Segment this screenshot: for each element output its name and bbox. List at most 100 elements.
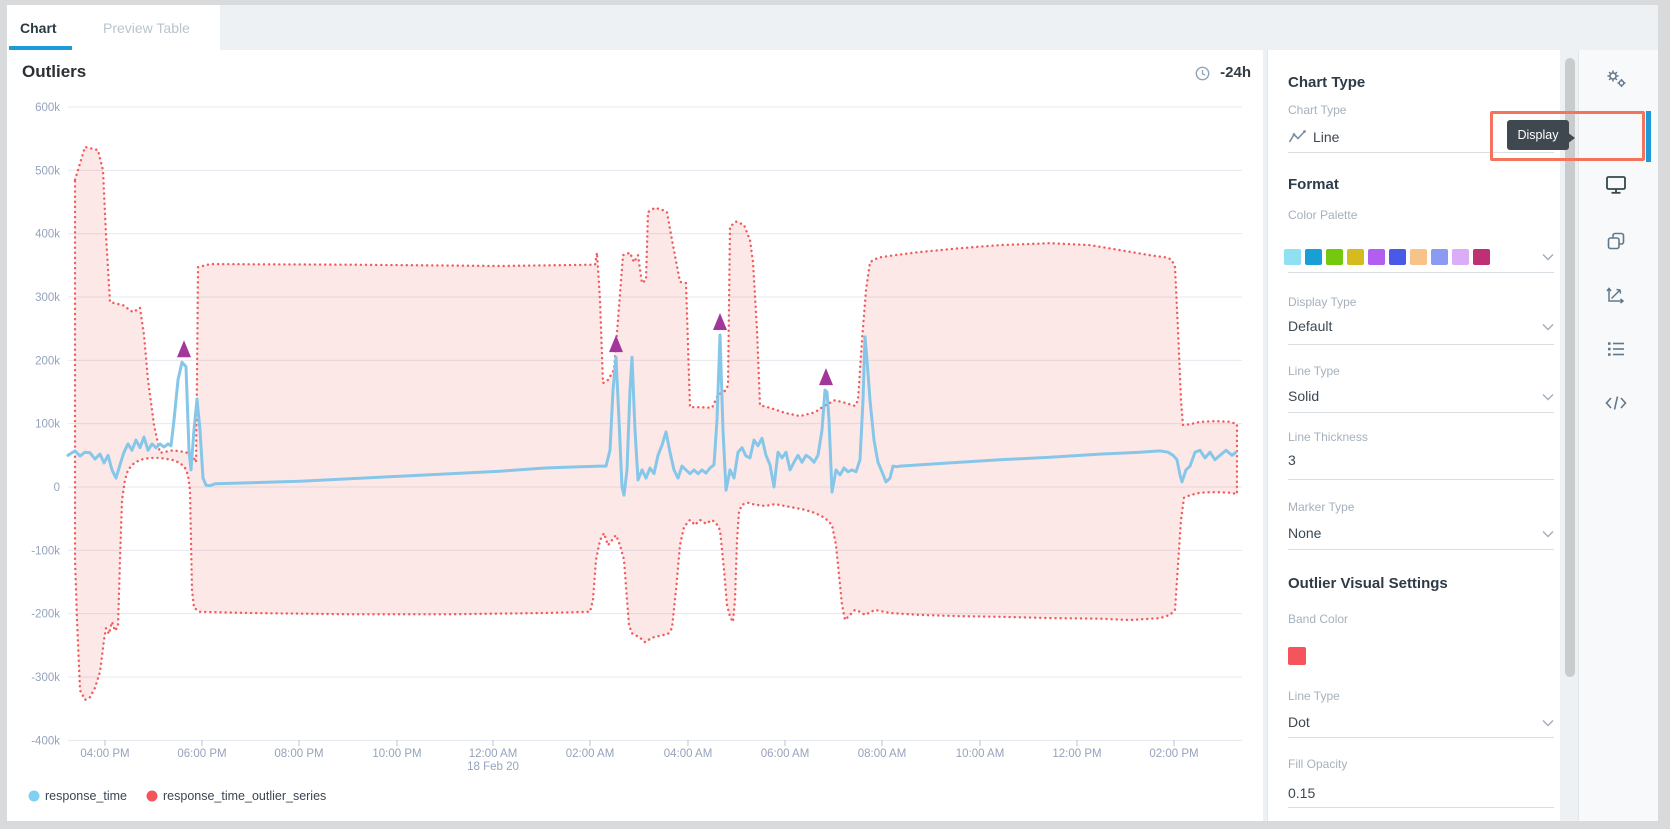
sidebar-icon-strip — [1578, 50, 1658, 821]
chevron-down-icon[interactable] — [1542, 393, 1554, 401]
duplicate-button[interactable] — [1602, 229, 1630, 257]
svg-text:08:00 PM: 08:00 PM — [274, 748, 323, 760]
palette-swatch-9[interactable] — [1452, 249, 1469, 265]
svg-text:10:00 AM: 10:00 AM — [956, 748, 1005, 760]
field-underline — [1288, 549, 1554, 550]
field-underline — [1288, 737, 1554, 738]
svg-text:-300k: -300k — [31, 672, 60, 684]
code-icon — [1604, 392, 1628, 419]
svg-text:04:00 AM: 04:00 AM — [664, 748, 713, 760]
palette-swatch-2[interactable] — [1305, 249, 1322, 265]
section-format: Format — [1288, 176, 1339, 193]
clock-icon — [1195, 66, 1210, 86]
line-type-value[interactable]: Solid — [1288, 388, 1320, 404]
svg-text:-400k: -400k — [31, 735, 60, 747]
list-icon — [1605, 338, 1627, 365]
chevron-down-icon[interactable] — [1542, 530, 1554, 538]
field-underline — [1288, 807, 1554, 808]
svg-text:04:00 PM: 04:00 PM — [80, 748, 129, 760]
palette-swatch-10[interactable] — [1473, 249, 1490, 265]
settings-panel: Chart Type Chart Type Line Format Color … — [1267, 50, 1560, 821]
app-window: Chart Preview Table 600k 500k 400k 300k 200k… — [7, 5, 1658, 821]
field-underline — [1288, 344, 1554, 345]
svg-text:02:00 AM: 02:00 AM — [566, 748, 615, 760]
svg-text:0: 0 — [54, 482, 60, 494]
svg-text:300k: 300k — [35, 292, 60, 304]
svg-text:100k: 100k — [35, 419, 60, 431]
legend-settings-button[interactable] — [1602, 337, 1630, 365]
data-configuration-button[interactable] — [1602, 67, 1630, 95]
svg-text:-200k: -200k — [31, 609, 60, 621]
chevron-down-icon[interactable] — [1542, 719, 1554, 727]
band-color-swatch[interactable] — [1288, 647, 1306, 665]
line-thickness-label: Line Thickness — [1288, 430, 1368, 444]
chevron-down-icon[interactable] — [1542, 323, 1554, 331]
palette-swatch-4[interactable] — [1347, 249, 1364, 265]
palette-swatch-1[interactable] — [1284, 249, 1301, 265]
axes-icon — [1605, 283, 1627, 310]
tab-chart[interactable]: Chart — [20, 20, 57, 36]
svg-text:12:00 PM: 12:00 PM — [1052, 748, 1101, 760]
marker-type-label: Marker Type — [1288, 500, 1355, 514]
legend-item-response_time_outlier_series[interactable]: response_time_outlier_series — [163, 789, 326, 803]
chevron-down-icon[interactable] — [1542, 253, 1554, 261]
svg-text:06:00 AM: 06:00 AM — [761, 748, 810, 760]
display-settings-button[interactable] — [1602, 173, 1630, 201]
color-palette-picker[interactable] — [1284, 249, 1494, 265]
palette-swatch-5[interactable] — [1368, 249, 1385, 265]
field-underline — [1288, 152, 1554, 153]
marker-type-value[interactable]: None — [1288, 525, 1322, 541]
svg-text:500k: 500k — [35, 165, 60, 177]
chart-title: Outliers — [22, 62, 87, 81]
display-type-label: Display Type — [1288, 295, 1357, 309]
chart-card: 600k 500k 400k 300k 200k 100k 0 -100k -200k -300k… — [7, 50, 1263, 821]
svg-text:08:00 AM: 08:00 AM — [858, 748, 907, 760]
band-color-label: Band Color — [1288, 612, 1349, 626]
palette-swatch-3[interactable] — [1326, 249, 1343, 265]
display-type-value[interactable]: Default — [1288, 318, 1333, 334]
active-tool-indicator — [1646, 111, 1651, 162]
chart-type-label: Chart Type — [1288, 103, 1347, 117]
color-palette-label: Color Palette — [1288, 208, 1358, 222]
svg-text:12:00 AM: 12:00 AM — [469, 748, 518, 760]
section-chart-type: Chart Type — [1288, 74, 1366, 91]
svg-text:600k: 600k — [35, 102, 60, 114]
palette-swatch-7[interactable] — [1410, 249, 1427, 265]
tab-bar: Chart Preview Table — [7, 5, 1658, 50]
active-tab-underline — [9, 46, 72, 50]
axes-settings-button[interactable] — [1602, 282, 1630, 310]
chart-type-value[interactable]: Line — [1313, 129, 1340, 145]
svg-text:400k: 400k — [35, 229, 60, 241]
gears-icon — [1604, 68, 1628, 95]
svg-text:-100k: -100k — [31, 545, 60, 557]
svg-text:10:00 PM: 10:00 PM — [372, 748, 421, 760]
field-underline — [1288, 479, 1554, 480]
display-icon — [1604, 174, 1628, 201]
panel-scrollbar[interactable] — [1565, 58, 1575, 677]
svg-text:18 Feb 20: 18 Feb 20 — [467, 761, 519, 773]
tooltip-arrow — [1567, 132, 1575, 144]
outliers-chart[interactable]: 600k 500k 400k 300k 200k 100k 0 -100k -200k -300k… — [7, 50, 1263, 821]
code-editor-button[interactable] — [1602, 391, 1630, 419]
copy-icon — [1605, 230, 1627, 257]
legend-item-response_time[interactable]: response_time — [45, 789, 127, 803]
palette-swatch-8[interactable] — [1431, 249, 1448, 265]
outlier-line-type-value[interactable]: Dot — [1288, 714, 1310, 730]
fill-opacity-input[interactable]: 0.15 — [1288, 785, 1316, 801]
tab-preview-table[interactable]: Preview Table — [103, 20, 190, 36]
line-thickness-input[interactable]: 3 — [1288, 452, 1296, 468]
line-chart-icon — [1288, 130, 1307, 150]
palette-swatch-6[interactable] — [1389, 249, 1406, 265]
fill-opacity-label: Fill Opacity — [1288, 757, 1348, 771]
display-tooltip: Display — [1507, 120, 1569, 150]
line-type-label: Line Type — [1288, 364, 1340, 378]
field-underline — [1288, 272, 1554, 273]
svg-text:200k: 200k — [35, 355, 60, 367]
tab-strip: Chart Preview Table — [7, 5, 220, 50]
field-underline — [1288, 412, 1554, 413]
svg-text:02:00 PM: 02:00 PM — [1149, 748, 1198, 760]
outlier-line-type-label: Line Type — [1288, 689, 1340, 703]
time-range-badge[interactable]: -24h — [1220, 64, 1251, 81]
section-outlier-visual-settings: Outlier Visual Settings — [1288, 575, 1448, 592]
svg-text:06:00 PM: 06:00 PM — [177, 748, 226, 760]
